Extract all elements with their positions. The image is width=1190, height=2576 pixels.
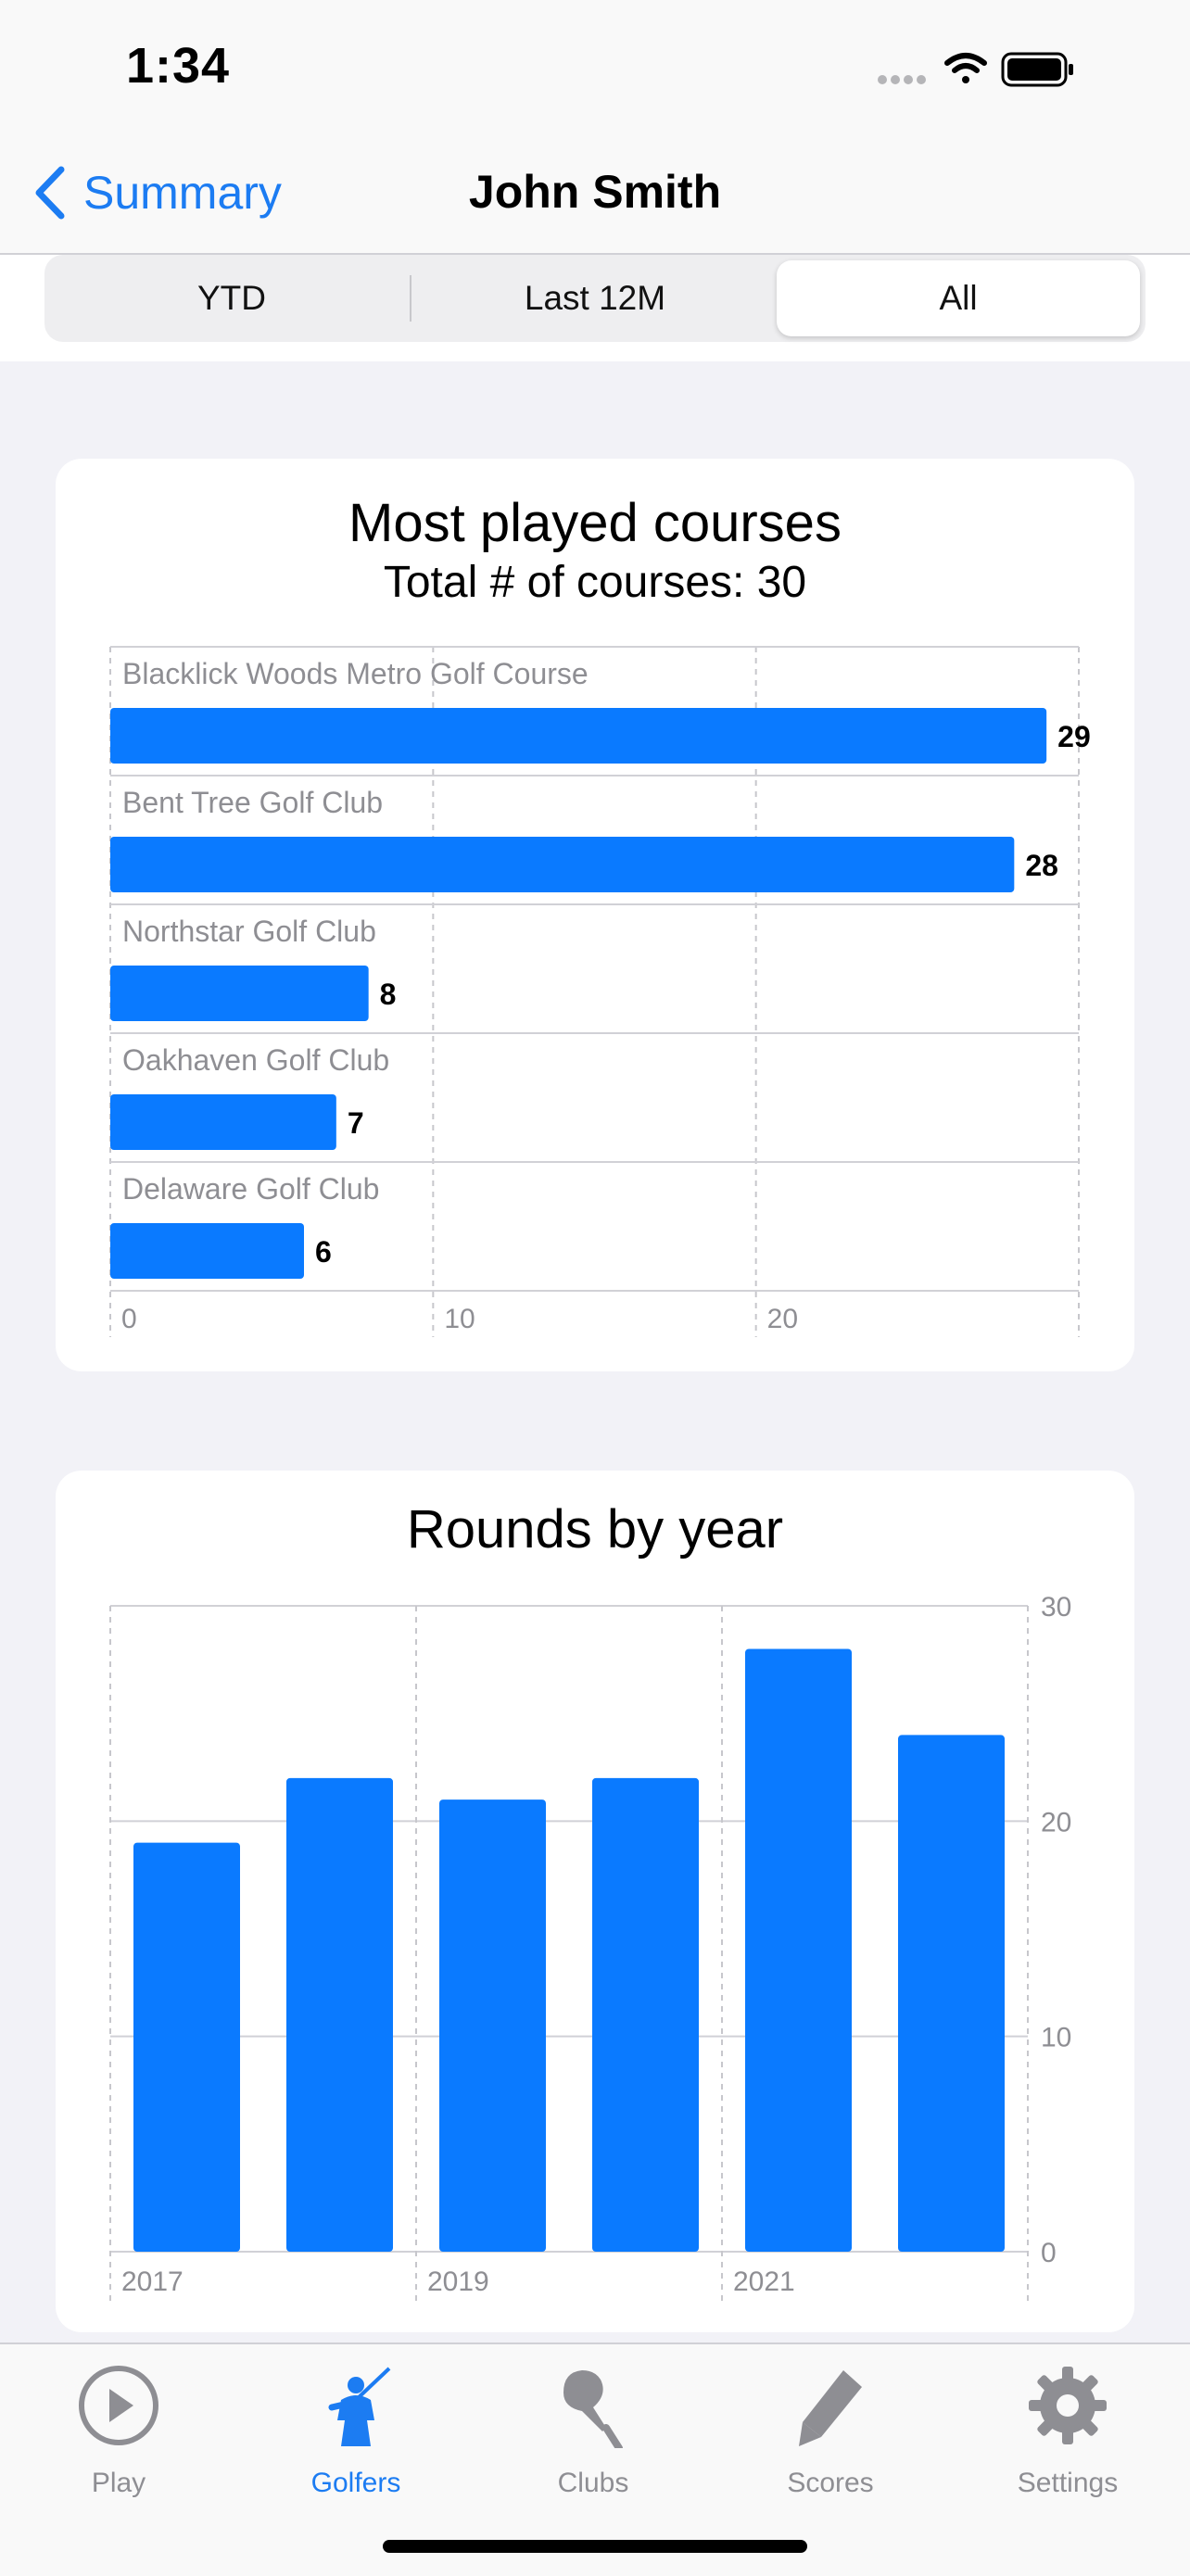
course-label: Bent Tree Golf Club xyxy=(122,786,383,819)
gear-icon xyxy=(1029,2367,1107,2444)
bar xyxy=(439,1799,546,2252)
chart-title: Most played courses xyxy=(348,493,842,553)
golfer-icon xyxy=(328,2367,391,2446)
status-time: 1:34 xyxy=(126,38,231,94)
bar xyxy=(110,837,1015,892)
x-tick-label: 2021 xyxy=(733,2267,795,2297)
bar xyxy=(898,1735,1005,2252)
tab-label: Play xyxy=(91,2468,146,2498)
wifi-icon xyxy=(944,53,987,83)
bar xyxy=(110,966,369,1021)
x-tick-label: 2019 xyxy=(427,2267,489,2297)
back-button[interactable]: Summary xyxy=(33,159,282,226)
tab-label: Golfers xyxy=(310,2468,401,2498)
back-label: Summary xyxy=(83,167,282,219)
time-range-segmented-control: YTD Last 12M All xyxy=(44,255,1146,342)
data-label: 8 xyxy=(380,978,397,1011)
tab-clubs[interactable]: Clubs xyxy=(475,2354,712,2502)
bar xyxy=(110,708,1047,764)
tab-settings[interactable]: Settings xyxy=(949,2354,1186,2502)
course-label: Oakhaven Golf Club xyxy=(122,1043,389,1077)
golf-club-icon xyxy=(563,2370,623,2448)
bar xyxy=(110,1223,304,1279)
course-label: Northstar Golf Club xyxy=(122,915,376,948)
courses-bar-chart: 0 10 20 Blacklick Woods Metro Golf Course 29… xyxy=(109,646,1091,1337)
data-label: 29 xyxy=(1057,720,1091,753)
tab-label: Clubs xyxy=(557,2468,629,2498)
chevron-left-icon xyxy=(35,166,65,220)
bar xyxy=(745,1648,852,2252)
bar xyxy=(110,1094,336,1150)
segment-divider xyxy=(410,275,411,322)
bar xyxy=(286,1777,393,2252)
data-label: 28 xyxy=(1025,849,1058,882)
navigation-header: 1:34 Summary John Smith xyxy=(0,0,1190,255)
status-icons xyxy=(875,44,1107,91)
segment-all[interactable]: All xyxy=(777,260,1140,336)
course-label: Blacklick Woods Metro Golf Course xyxy=(122,657,589,690)
tab-golfers[interactable]: Golfers xyxy=(237,2354,475,2502)
pencil-icon xyxy=(799,2370,862,2446)
tab-play[interactable]: Play xyxy=(0,2354,237,2502)
tab-bar: Play Golfers Clubs Scores xyxy=(0,2342,1190,2576)
battery-icon xyxy=(1001,52,1073,87)
course-label: Delaware Golf Club xyxy=(122,1172,379,1206)
status-indicators-icon xyxy=(878,52,1073,87)
data-label: 6 xyxy=(315,1235,332,1269)
segment-ytd[interactable]: YTD xyxy=(197,279,266,317)
x-tick-label: 0 xyxy=(121,1304,137,1334)
chart-title: Rounds by year xyxy=(406,1499,784,1559)
segment-last-12m[interactable]: Last 12M xyxy=(524,279,666,317)
home-indicator xyxy=(383,2540,807,2553)
page-title: John Smith xyxy=(468,166,722,218)
tab-label: Scores xyxy=(787,2468,874,2498)
tab-scores[interactable]: Scores xyxy=(712,2354,949,2502)
tab-label: Settings xyxy=(1017,2468,1119,2498)
x-tick-label: 10 xyxy=(444,1304,475,1334)
y-tick-label: 20 xyxy=(1041,1807,1071,1837)
rounds-by-year-card: Rounds by year 0 10 20 30 2017 2019 2021 xyxy=(56,1471,1134,2332)
play-circle-icon xyxy=(79,2366,158,2445)
y-tick-label: 10 xyxy=(1041,2023,1071,2053)
most-played-courses-card: Most played courses Total # of courses: … xyxy=(56,459,1134,1371)
y-tick-label: 30 xyxy=(1041,1592,1071,1623)
rounds-bar-chart: 0 10 20 30 2017 2019 2021 xyxy=(109,1592,1071,2305)
x-tick-label: 2017 xyxy=(121,2267,184,2297)
x-tick-label: 20 xyxy=(767,1304,798,1334)
bar xyxy=(133,1842,240,2252)
y-tick-label: 0 xyxy=(1041,2238,1057,2268)
data-label: 7 xyxy=(348,1106,364,1140)
bar xyxy=(592,1777,699,2252)
chart-subtitle: Total # of courses: 30 xyxy=(383,558,807,607)
segment-area: YTD Last 12M All xyxy=(0,255,1190,361)
